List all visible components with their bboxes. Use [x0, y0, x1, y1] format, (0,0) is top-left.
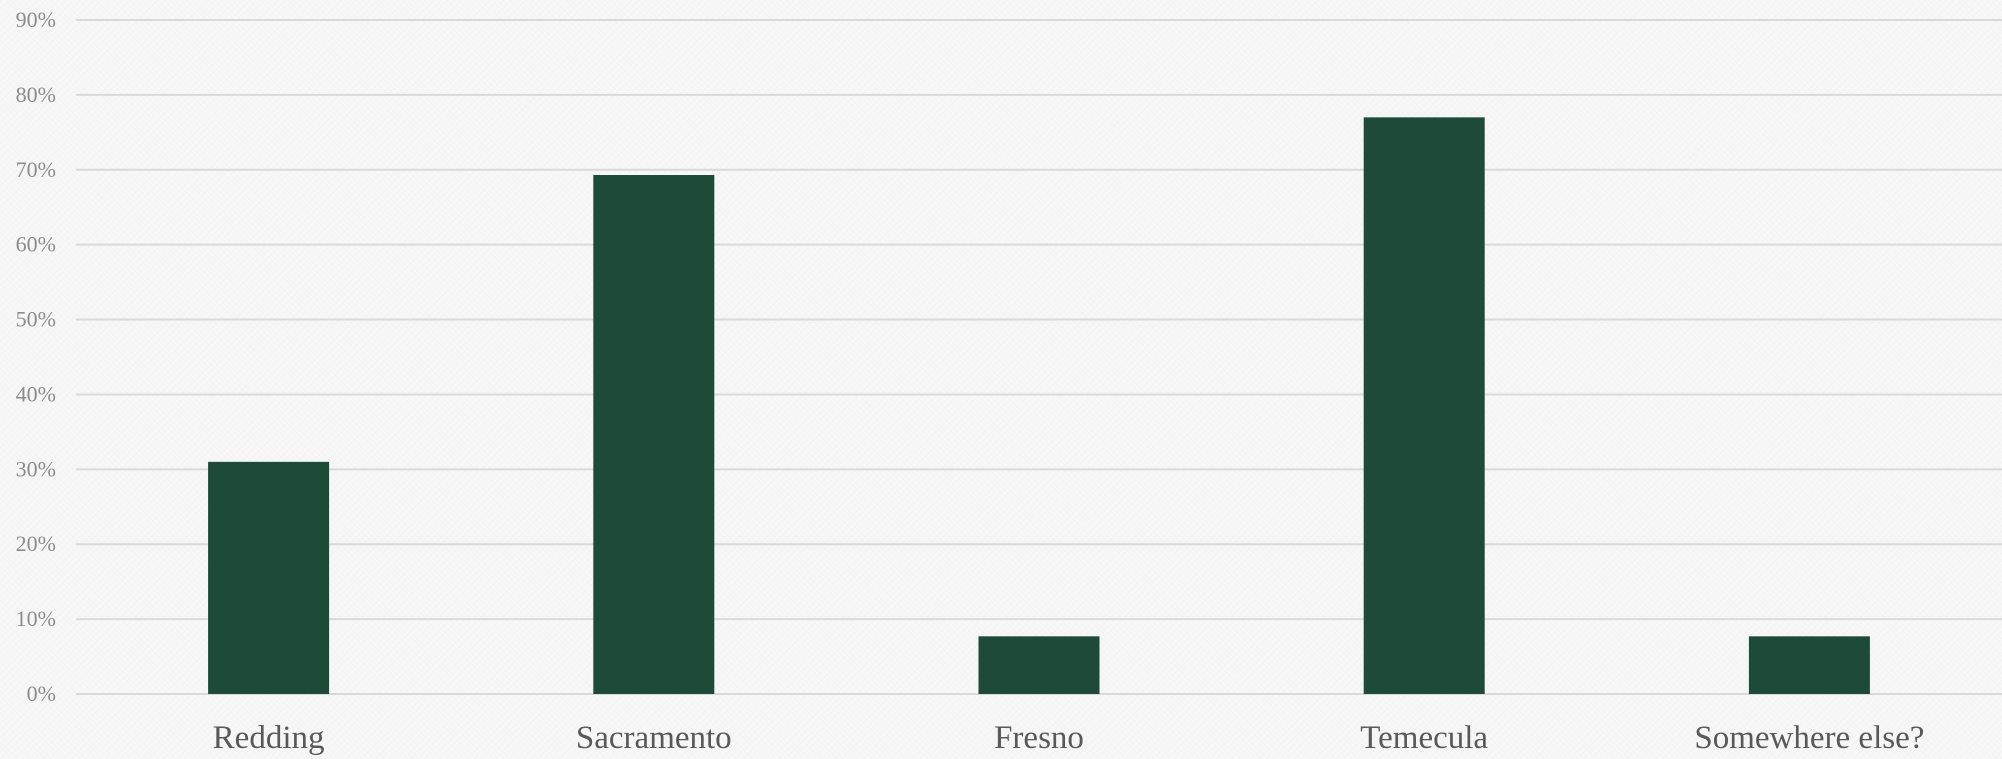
y-tick-label: 80%: [16, 82, 56, 107]
bar: [1748, 636, 1870, 694]
y-tick-label: 40%: [16, 381, 56, 406]
y-tick-label: 50%: [16, 307, 56, 332]
y-tick-label: 10%: [16, 606, 56, 631]
y-tick-label: 60%: [16, 232, 56, 257]
gridlines: [76, 19, 2002, 695]
y-axis: 0% 10% 20% 30% 40% 50% 60% 70% 80% 90%: [16, 7, 56, 706]
bar: [978, 636, 1100, 694]
y-tick-label: 30%: [16, 456, 56, 481]
y-tick-label: 90%: [16, 7, 56, 32]
x-tick-label: Fresno: [994, 720, 1084, 756]
y-tick-label: 20%: [16, 531, 56, 556]
bars: [208, 117, 1870, 695]
bar: [593, 175, 715, 694]
bar: [1363, 117, 1485, 695]
x-axis: Redding Sacramento Fresno Temecula Somewhere…: [213, 720, 1925, 756]
x-tick-label: Redding: [213, 720, 325, 756]
y-tick-label: 70%: [16, 157, 56, 182]
x-tick-label: Sacramento: [576, 720, 732, 756]
x-tick-label: Somewhere else?: [1694, 720, 1924, 756]
y-tick-label: 0%: [27, 681, 56, 706]
x-tick-label: Temecula: [1360, 720, 1488, 756]
bar: [208, 461, 330, 694]
